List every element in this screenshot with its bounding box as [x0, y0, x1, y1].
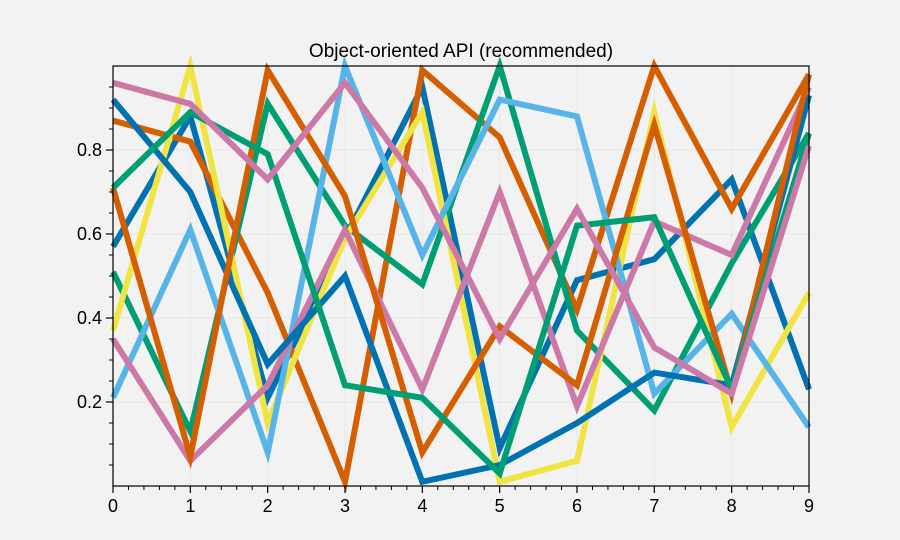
axis-ticks: 0 1 2 3 4 5 6 7 8 9 0.2 0.4 0.6 0.8	[77, 86, 814, 516]
x-tick-label-8: 8	[727, 496, 737, 516]
x-tick-label-7: 7	[649, 496, 659, 516]
y-tick-label-3: 0.8	[77, 140, 102, 160]
x-tick-label-6: 6	[572, 496, 582, 516]
x-tick-label-1: 1	[185, 496, 195, 516]
series-line-6	[110, 85, 812, 466]
series-line-8	[110, 62, 812, 470]
x-tick-label-0: 0	[108, 496, 118, 516]
series-line-5	[110, 55, 812, 464]
x-tick-label-3: 3	[340, 496, 350, 516]
series-lines	[110, 53, 812, 493]
x-tick-label-4: 4	[417, 496, 427, 516]
series-line-9	[110, 108, 812, 479]
chart-title: Object-oriented API (recommended)	[309, 41, 613, 62]
series-line-2	[112, 58, 812, 493]
y-tick-label-2: 0.6	[77, 224, 102, 244]
y-tick-label-1: 0.4	[77, 308, 102, 328]
x-tick-label-9: 9	[804, 496, 814, 516]
y-tick-label-0: 0.2	[77, 392, 102, 412]
x-tick-label-5: 5	[495, 496, 505, 516]
x-tick-label-2: 2	[263, 496, 273, 516]
series-line-10	[112, 77, 812, 399]
